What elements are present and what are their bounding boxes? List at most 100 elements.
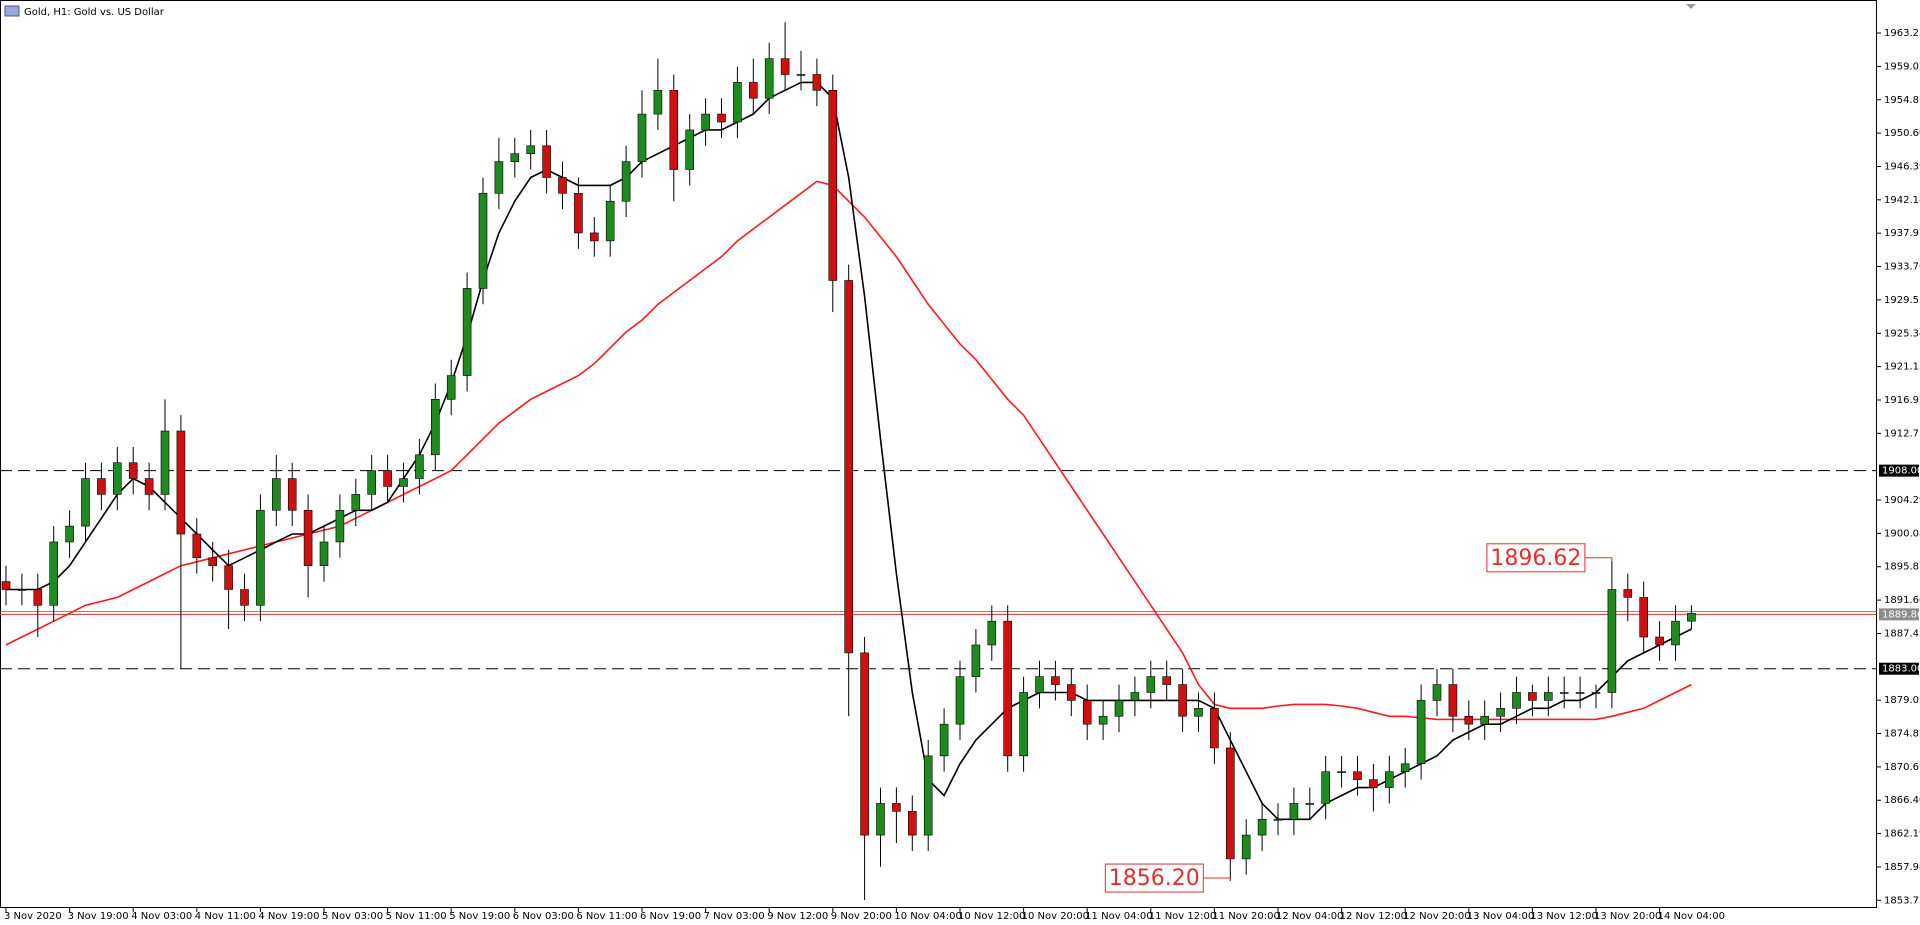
candle-body xyxy=(780,58,790,75)
x-tick-label: 3 Nov 2020 xyxy=(4,911,62,921)
x-tick-label: 12 Nov 20:00 xyxy=(1403,911,1470,921)
candle-body xyxy=(764,58,774,99)
candle-body xyxy=(383,470,392,487)
candle-body xyxy=(1512,692,1521,709)
level-label-bg xyxy=(1879,662,1919,675)
price-label: 1889.86 xyxy=(1882,609,1920,620)
candle-body xyxy=(1098,715,1108,725)
candle-body xyxy=(113,462,122,495)
candle-body xyxy=(208,557,217,567)
candle-body xyxy=(1671,620,1680,646)
candle-body xyxy=(987,620,997,646)
level-label: 1883.00 xyxy=(1882,664,1920,675)
y-tick-label: 1925.34 xyxy=(1884,328,1920,339)
x-tick-label: 3 Nov 19:00 xyxy=(68,911,129,921)
candle-body xyxy=(1178,684,1187,717)
candle-body xyxy=(176,430,186,535)
y-tick-label: 1862.19 xyxy=(1884,829,1920,840)
y-tick-label: 1891.66 xyxy=(1884,595,1920,606)
candle-body xyxy=(1241,834,1251,860)
x-tick-label: 11 Nov 20:00 xyxy=(1212,911,1279,921)
candle-body xyxy=(1432,684,1442,701)
y-tick-label: 1900.08 xyxy=(1884,528,1920,539)
candle-body xyxy=(1480,715,1489,725)
candle-body xyxy=(669,90,679,170)
level-label: 1908.00 xyxy=(1882,466,1920,477)
annotation-leader xyxy=(1203,877,1231,882)
candle-body xyxy=(1575,692,1585,694)
candle-body xyxy=(923,755,933,836)
y-tick-label: 1921.13 xyxy=(1884,362,1920,373)
x-tick-label: 4 Nov 03:00 xyxy=(131,911,192,921)
candle-body xyxy=(1067,684,1076,701)
x-tick-label: 9 Nov 12:00 xyxy=(767,911,828,921)
y-tick-label: 1950.60 xyxy=(1884,128,1920,139)
candle-body xyxy=(430,399,440,456)
candle-body xyxy=(97,478,106,495)
level-label-bg xyxy=(1879,464,1919,477)
x-tick-label: 5 Nov 19:00 xyxy=(449,911,510,921)
x-tick-label: 13 Nov 20:00 xyxy=(1594,911,1661,921)
candle-body xyxy=(446,375,456,400)
y-tick-label: 1929.55 xyxy=(1884,295,1920,306)
y-tick-label: 1874.82 xyxy=(1884,729,1920,740)
candle-body xyxy=(1607,589,1617,693)
x-tick-label: 6 Nov 03:00 xyxy=(513,911,574,921)
chart-icon xyxy=(4,5,20,17)
candle-body xyxy=(494,161,504,194)
x-tick-label: 12 Nov 12:00 xyxy=(1340,911,1407,921)
candle-body xyxy=(303,509,313,567)
candle-body xyxy=(971,644,981,677)
candle-body xyxy=(796,74,806,76)
y-tick-label: 1933.76 xyxy=(1884,262,1920,273)
y-tick-label: 1895.87 xyxy=(1884,562,1920,573)
candle-body xyxy=(1035,676,1044,693)
y-tick-label: 1904.29 xyxy=(1884,495,1920,506)
y-tick-label: 1946.39 xyxy=(1884,161,1920,172)
x-tick-label: 9 Nov 20:00 xyxy=(831,911,892,921)
candle-body xyxy=(828,90,838,281)
candle-body xyxy=(685,129,695,170)
moving-average xyxy=(6,81,1692,821)
candle-body xyxy=(1687,612,1696,622)
x-tick-label: 6 Nov 11:00 xyxy=(576,911,637,921)
candle-body xyxy=(271,478,281,511)
x-tick-label: 12 Nov 04:00 xyxy=(1276,911,1343,921)
candle-body xyxy=(49,541,59,606)
candle-body xyxy=(415,454,424,479)
candle-body xyxy=(1146,676,1156,693)
candle-body xyxy=(1448,684,1458,717)
x-tick-label: 5 Nov 03:00 xyxy=(322,911,383,921)
candle-body xyxy=(1051,676,1060,685)
y-tick-label: 1866.40 xyxy=(1884,795,1920,806)
candle-body xyxy=(367,470,377,495)
candle-body xyxy=(701,113,710,131)
candle-body xyxy=(876,803,885,836)
candle-body xyxy=(478,193,488,289)
candle-body xyxy=(144,478,154,495)
candle-body xyxy=(1623,589,1633,598)
chart-title: Gold, H1: Gold vs. US Dollar xyxy=(24,7,165,18)
candle-body xyxy=(939,723,949,757)
candle-body xyxy=(1289,803,1299,820)
x-tick-label: 4 Nov 11:00 xyxy=(195,911,256,921)
candle-body xyxy=(224,565,233,590)
candle-body xyxy=(844,280,854,654)
candle-body xyxy=(510,153,520,162)
candle-body xyxy=(1464,715,1474,725)
candle-body xyxy=(955,676,965,725)
y-tick-label: 1937.97 xyxy=(1884,228,1920,239)
candle-body xyxy=(17,589,27,591)
x-tick-label: 10 Nov 20:00 xyxy=(1022,911,1089,921)
candle-body xyxy=(1400,763,1410,773)
candle-body xyxy=(128,462,138,479)
candle-body xyxy=(1544,692,1553,701)
annotation-box xyxy=(1104,863,1204,893)
y-tick-label: 1959.02 xyxy=(1884,61,1920,72)
candle-body xyxy=(1591,692,1601,694)
candle-body xyxy=(907,811,917,836)
annotation-label: 1856.20 xyxy=(1109,866,1200,891)
x-tick-label: 6 Nov 19:00 xyxy=(640,911,701,921)
y-tick-label: 1853.77 xyxy=(1884,895,1920,906)
